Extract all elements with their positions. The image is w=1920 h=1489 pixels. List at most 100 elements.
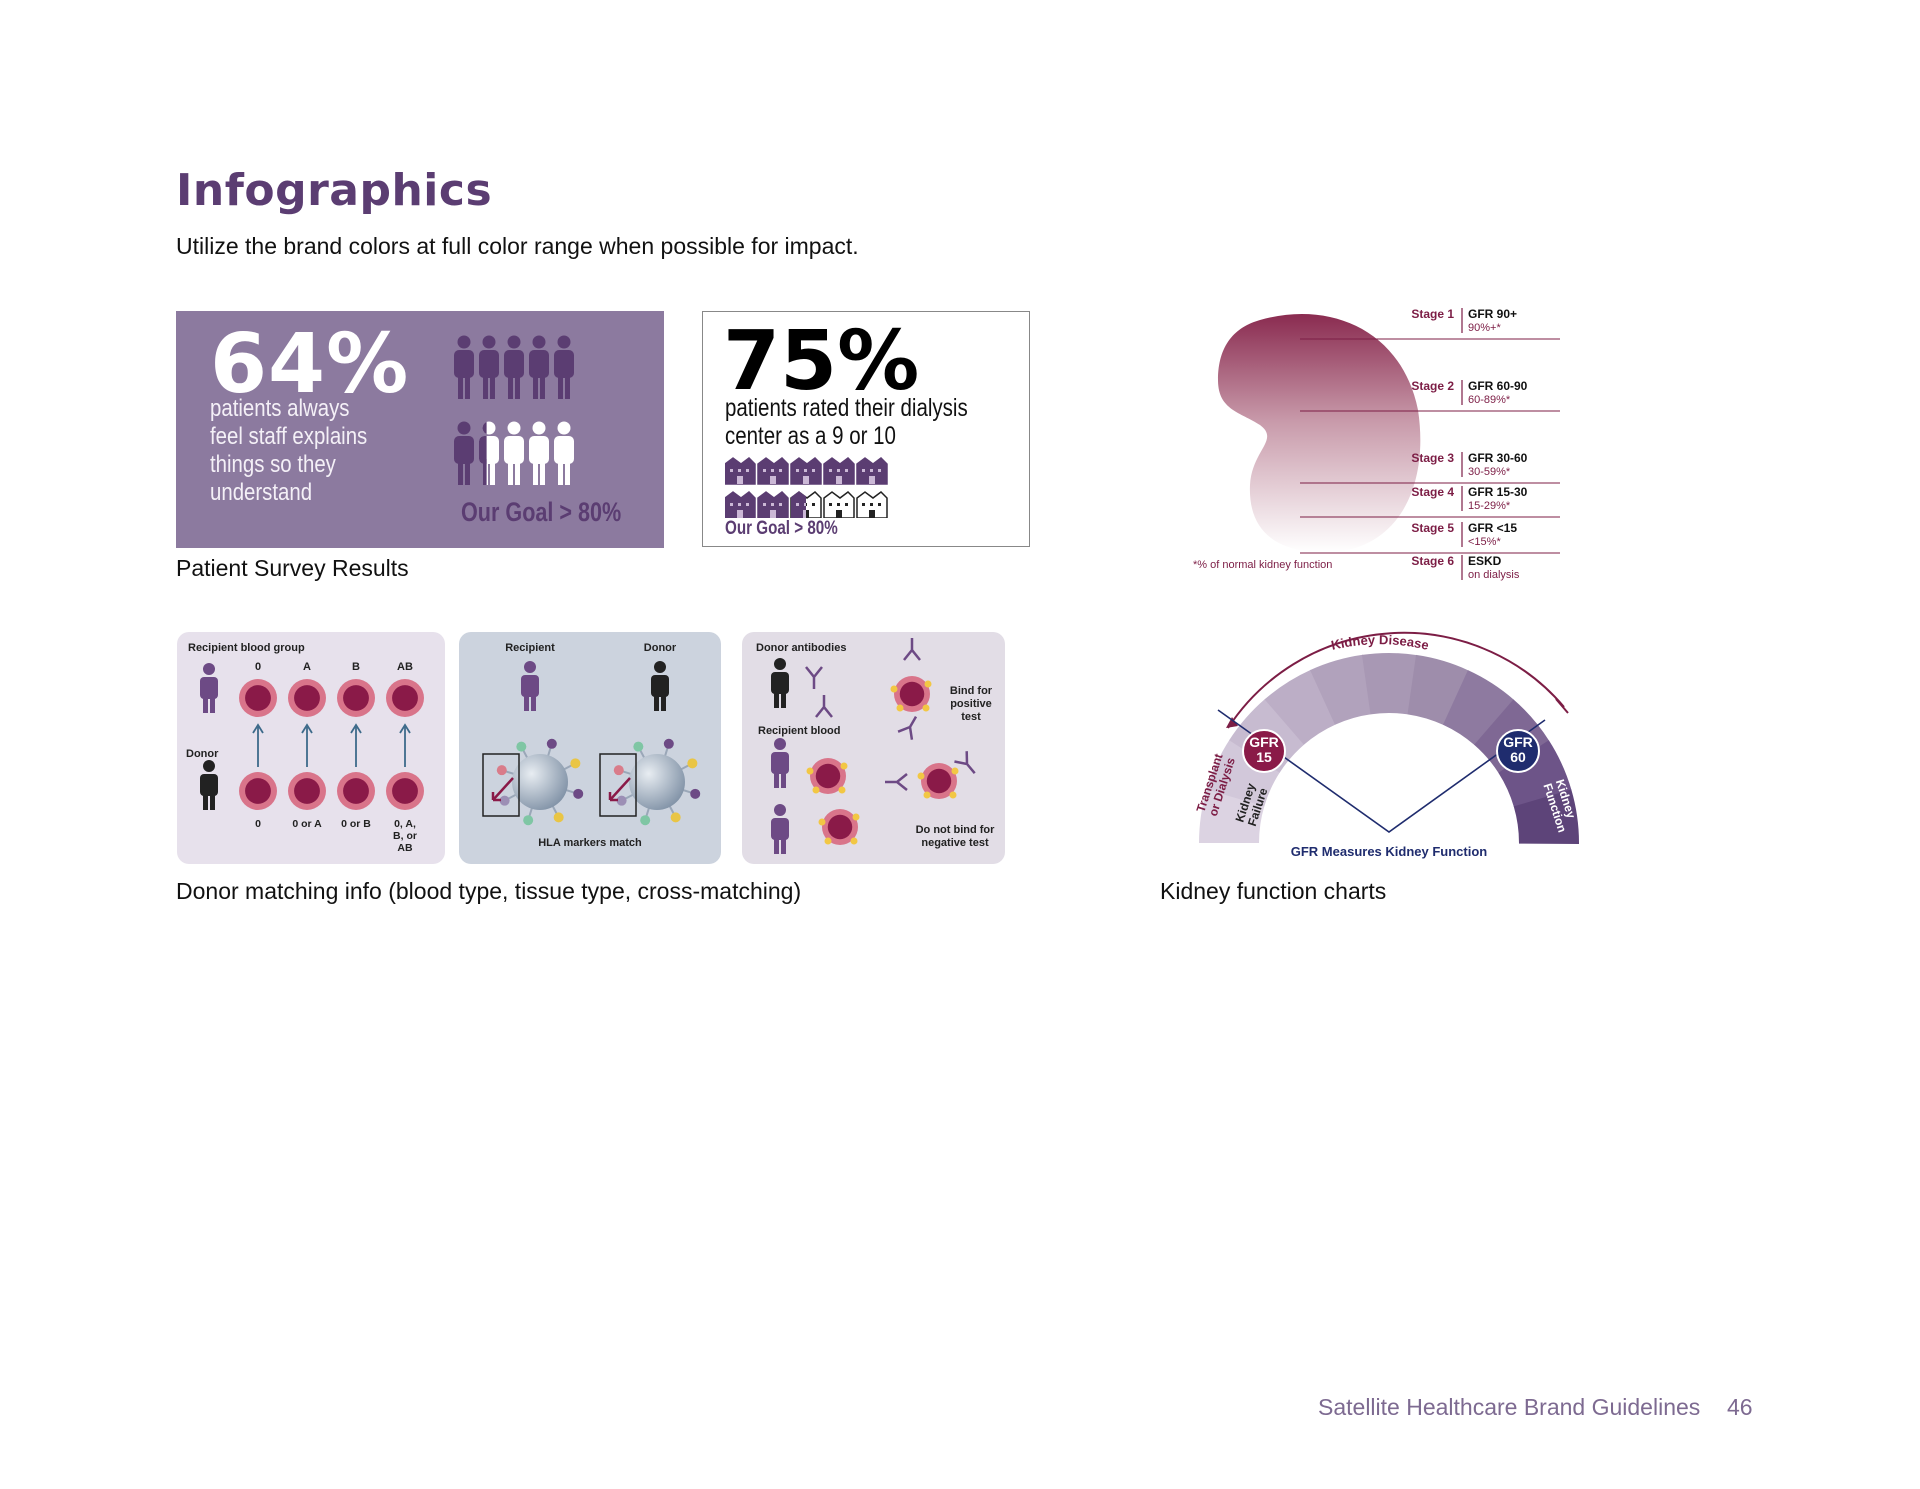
stage-pct: 90%+* [1468, 322, 1501, 334]
stage-gfr: GFR 90+ [1468, 307, 1517, 321]
footer-text: Satellite Healthcare Brand Guidelines [1318, 1394, 1701, 1420]
blood-cell-icon [917, 763, 959, 799]
blood-group-label: 0 [255, 661, 261, 673]
stage-gfr: GFR 60-90 [1468, 379, 1528, 393]
blood-cell-icon [288, 772, 326, 810]
stage-pct: 30-59%* [1468, 466, 1511, 478]
page-subtitle: Utilize the brand colors at full color r… [176, 233, 859, 259]
gfr-15-badge-line: GFR [1249, 734, 1279, 750]
antibody-icon [885, 773, 908, 791]
blood-cell-icon [288, 679, 326, 717]
card2-goal: Our Goal > 80% [725, 518, 838, 539]
gfr-60-badge-line: 60 [1510, 749, 1526, 765]
kidney-disease-arc [1227, 631, 1565, 729]
kidney-shape [1218, 314, 1421, 553]
donor-group-label: 0 or A [292, 818, 322, 830]
blood-cell-icon [890, 676, 932, 712]
person-icon [521, 661, 539, 711]
donor-group-label: AB [397, 842, 413, 854]
antibody-icon [897, 715, 918, 740]
donor-group-label: 0 or B [341, 818, 371, 830]
antibody-icon [815, 695, 833, 718]
blood-cell-icon [818, 809, 860, 845]
blood-type-panel: Recipient blood group Donor 0 A B AB 0 0 or A… [177, 632, 445, 864]
person-icon [479, 335, 499, 399]
stage-pct: <15%* [1468, 536, 1501, 548]
card1-line: patients always [210, 395, 350, 422]
hla-cell-icon [599, 738, 701, 826]
people-pictogram [454, 335, 574, 485]
stage-pct: 15-29%* [1468, 500, 1511, 512]
hla-cell-icon [482, 738, 584, 826]
bind-negative-line: Do not bind for [916, 824, 996, 836]
survey-card-64: 64% patients always feel staff explains … [176, 311, 664, 548]
building-icon [725, 457, 756, 485]
cross-matching-graphic: Donor antibodies Recipient blood Bind fo… [756, 638, 996, 854]
gfr-60-badge [1496, 729, 1540, 773]
stage-row: Stage 5 GFR <15<15%* [1300, 521, 1560, 554]
card1-line: feel staff explains [210, 423, 368, 450]
person-icon [554, 421, 574, 485]
antibody-icon [954, 751, 976, 774]
stage-gfr: GFR 30-60 [1468, 451, 1528, 465]
card1-description: patients always feel staff explains thin… [210, 395, 380, 507]
gauge-segment [1513, 789, 1579, 844]
building-icon [725, 491, 756, 518]
stage-gfr: GFR 15-30 [1468, 485, 1528, 499]
person-icon [504, 335, 524, 399]
buildings-pictogram [725, 457, 888, 518]
person-icon [200, 663, 218, 713]
arrow-up-icon [399, 723, 411, 767]
antibody-icon [903, 638, 921, 661]
bind-negative-line: negative test [921, 837, 989, 849]
stage-gfr: ESKD [1468, 554, 1502, 568]
stage-label: Stage 5 [1411, 521, 1454, 535]
blood-group-label: A [303, 661, 311, 673]
person-icon [454, 335, 474, 399]
kidney-disease-label: Kidney Disease [1330, 632, 1431, 653]
survey-card-75: 75% patients rated their dialysis center… [702, 311, 1030, 547]
gauge-segment [1199, 788, 1265, 843]
gfr-15-badge-line: 15 [1256, 749, 1272, 765]
percent-64: 64% [210, 317, 410, 412]
person-icon [554, 335, 574, 399]
recipient-person-icon [200, 663, 218, 713]
person-icon [454, 421, 474, 485]
stage-label: Stage 6 [1411, 554, 1454, 568]
stage-gfr: GFR <15 [1468, 521, 1517, 535]
blood-cell-icon [239, 679, 277, 717]
bind-positive-line: Bind for [950, 685, 993, 697]
recipient-blood-group-label: Recipient blood group [188, 642, 305, 654]
gauge-segment [1206, 739, 1280, 807]
gfr-15-badge [1242, 729, 1286, 773]
recipient-label: Recipient [505, 642, 555, 654]
stage-label: Stage 4 [1411, 485, 1454, 499]
cross-matching-panel: Donor antibodies Recipient blood Bind fo… [742, 632, 1005, 864]
building-icon [790, 491, 822, 518]
blood-cell-icon [337, 679, 375, 717]
building-icon [823, 457, 855, 485]
gauge-segment [1443, 670, 1515, 746]
blood-group-label: B [352, 661, 360, 673]
stage-pct: on dialysis [1468, 569, 1520, 581]
survey-caption: Patient Survey Results [176, 555, 409, 581]
gauge-segment [1498, 740, 1572, 807]
gauge-segment [1361, 653, 1417, 715]
gfr-measures-label: GFR Measures Kidney Function [1291, 844, 1488, 859]
bind-positive-line: test [961, 711, 981, 723]
blood-type-graphic: Recipient blood group Donor 0 A B AB0 0 or A… [186, 642, 424, 854]
antibody-icon [805, 666, 823, 689]
stage-pct: 60-89%* [1468, 394, 1511, 406]
card1-line: understand [210, 479, 313, 506]
arrow-head-icon [1226, 717, 1238, 728]
blood-cell-icon [337, 772, 375, 810]
gauge-segment [1407, 654, 1469, 726]
donor-group-label: 0 [255, 818, 261, 830]
page-title: Infographics [176, 165, 493, 216]
stage-row: Stage 1 GFR 90+90%+* [1300, 307, 1560, 340]
stage-label: Stage 3 [1411, 451, 1454, 465]
page-number: 46 [1727, 1394, 1753, 1420]
person-icon [479, 421, 499, 485]
